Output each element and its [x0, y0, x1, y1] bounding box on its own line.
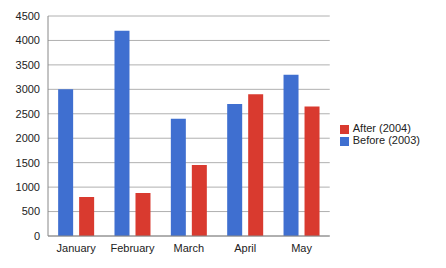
svg-text:2500: 2500 [16, 108, 40, 120]
svg-text:1500: 1500 [16, 157, 40, 169]
svg-text:1000: 1000 [16, 181, 40, 193]
svg-text:3500: 3500 [16, 59, 40, 71]
svg-text:4500: 4500 [16, 10, 40, 22]
svg-text:March: March [174, 242, 205, 254]
html-text:Before (2003): Before (2003) [352, 134, 420, 146]
svg-text:May: May [291, 242, 312, 254]
svg-text:4000: 4000 [16, 34, 40, 46]
html-text:After (2004): After (2004) [352, 122, 411, 134]
svg-text:2000: 2000 [16, 132, 40, 144]
svg-text:3000: 3000 [16, 83, 40, 95]
svg-text:April: April [234, 242, 256, 254]
svg-text:500: 500 [22, 205, 40, 217]
svg-text:February: February [111, 242, 156, 254]
svg-text:January: January [57, 242, 97, 254]
svg-text:0: 0 [34, 230, 40, 242]
